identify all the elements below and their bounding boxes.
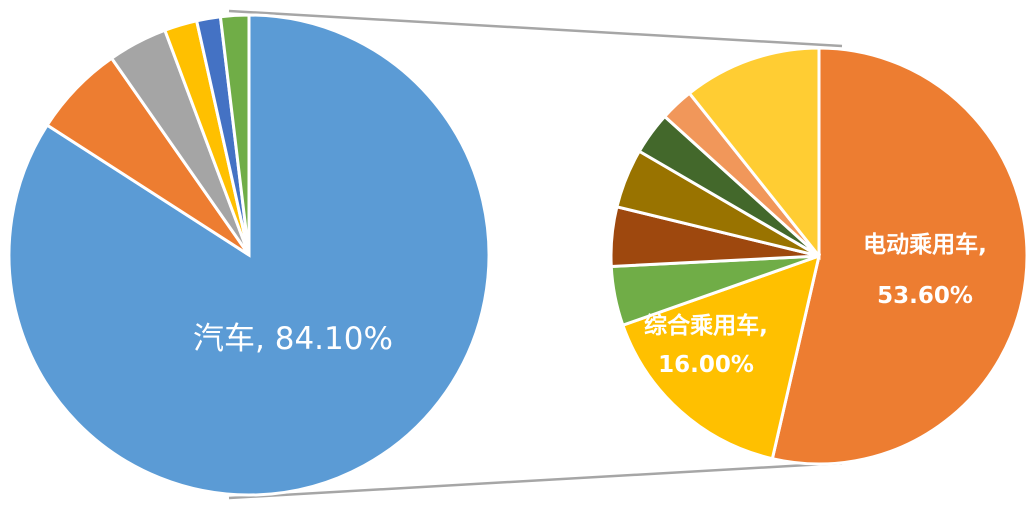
- data-labels: 汽车, 84.10% 电动乘用车, 53.60% 综合乘用车, 16.00%: [193, 231, 987, 378]
- data-label-qiche: 汽车, 84.10%: [193, 321, 393, 357]
- connector-line-bottom: [228, 461, 843, 500]
- pie2-slice-2: [620, 253, 822, 461]
- data-label-diandong-name: 电动乘用车,: [863, 231, 987, 258]
- pie2-slice-1: [770, 46, 1029, 466]
- data-label-zonghe-value: 16.00%: [658, 352, 754, 378]
- connector-line-top: [228, 9, 843, 48]
- pie2-slice-8: [687, 46, 821, 261]
- main-pie: [7, 13, 491, 497]
- pie1-slice-6: [218, 13, 251, 256]
- data-label-diandong-value: 53.60%: [877, 283, 973, 309]
- secondary-pie: [609, 46, 1029, 466]
- data-label-zonghe-name: 综合乘用车,: [644, 312, 768, 339]
